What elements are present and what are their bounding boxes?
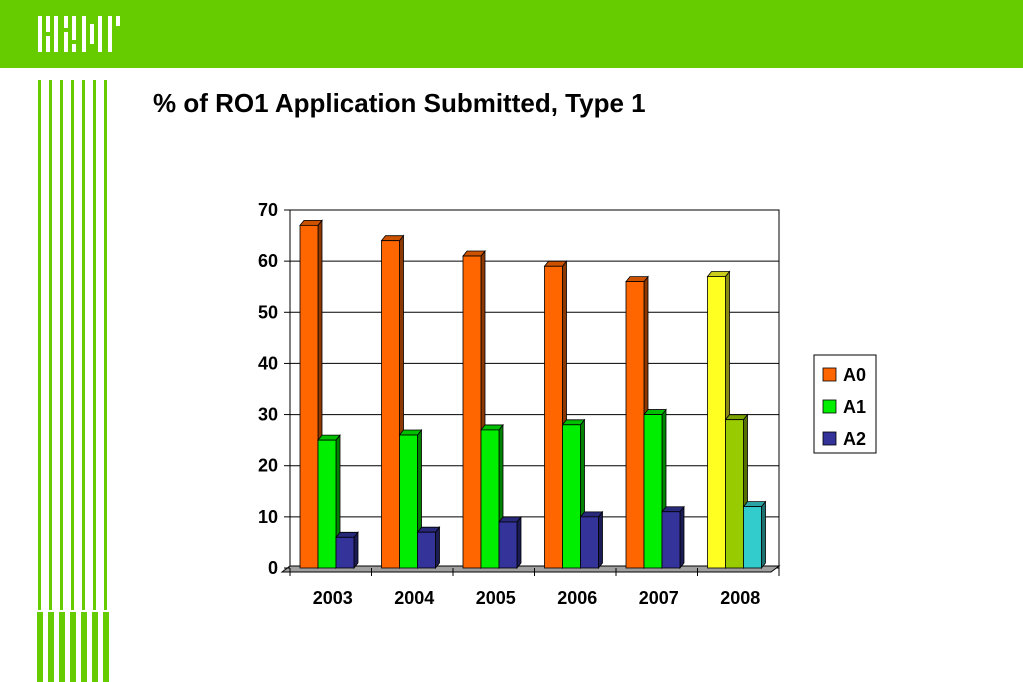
bar-a1-2005 — [480, 423, 504, 570]
y-tick-label: 40 — [258, 353, 278, 373]
x-tick-label: 2004 — [394, 588, 434, 608]
x-tick-label: 2008 — [720, 588, 760, 608]
y-tick-label: 60 — [258, 251, 278, 271]
legend-swatch — [822, 399, 837, 414]
decorative-side-lines — [37, 80, 109, 682]
y-tick-label: 10 — [258, 507, 278, 527]
bar-a1-2007 — [643, 408, 667, 570]
legend-item-a1: A1 — [822, 397, 866, 417]
bar-a2-2006 — [579, 510, 604, 570]
bar-a2-2007 — [661, 505, 685, 570]
y-tick-label: 20 — [258, 456, 278, 476]
legend-item-a2: A2 — [822, 429, 866, 449]
chart-floor — [280, 565, 781, 573]
plot-area — [289, 209, 780, 569]
header-bar — [0, 0, 1023, 68]
bar-a2-2003 — [335, 531, 359, 570]
legend-label: A2 — [843, 429, 866, 449]
legend-label: A0 — [843, 365, 866, 385]
chart-legend: A0 A1 A2 — [813, 354, 877, 454]
y-tick-label: 50 — [258, 302, 278, 322]
y-tick-label: 30 — [258, 405, 278, 425]
x-tick-label: 2007 — [639, 588, 679, 608]
legend-swatch — [822, 431, 837, 446]
x-tick-label: 2005 — [476, 588, 516, 608]
slide-title: % of RO1 Application Submitted, Type 1 — [153, 88, 646, 118]
chart-bars — [299, 219, 767, 570]
y-tick-label: 0 — [268, 558, 278, 578]
x-axis-ticks: 2003 2004 2005 2006 2007 2008 — [289, 568, 780, 608]
chart-axes — [280, 565, 781, 573]
y-axis-ticks: 0 10 20 30 40 50 60 70 — [258, 200, 290, 578]
y-tick-label: 70 — [258, 200, 278, 220]
bar-a2-2005 — [498, 515, 522, 570]
bar-a2-2008 — [742, 500, 767, 570]
chart-grid — [289, 209, 780, 569]
legend-item-a0: A0 — [822, 365, 866, 385]
nih-logo-icon — [38, 16, 120, 52]
bar-chart: 0 10 20 30 40 50 60 70 2003 2004 2005 2006 2007 2008… — [258, 200, 877, 608]
x-tick-label: 2006 — [557, 588, 597, 608]
x-tick-label: 2003 — [313, 588, 353, 608]
legend-label: A1 — [843, 397, 866, 417]
bar-a2-2004 — [416, 526, 441, 570]
legend-swatch — [822, 367, 837, 382]
bar-a1-2004 — [398, 428, 423, 570]
